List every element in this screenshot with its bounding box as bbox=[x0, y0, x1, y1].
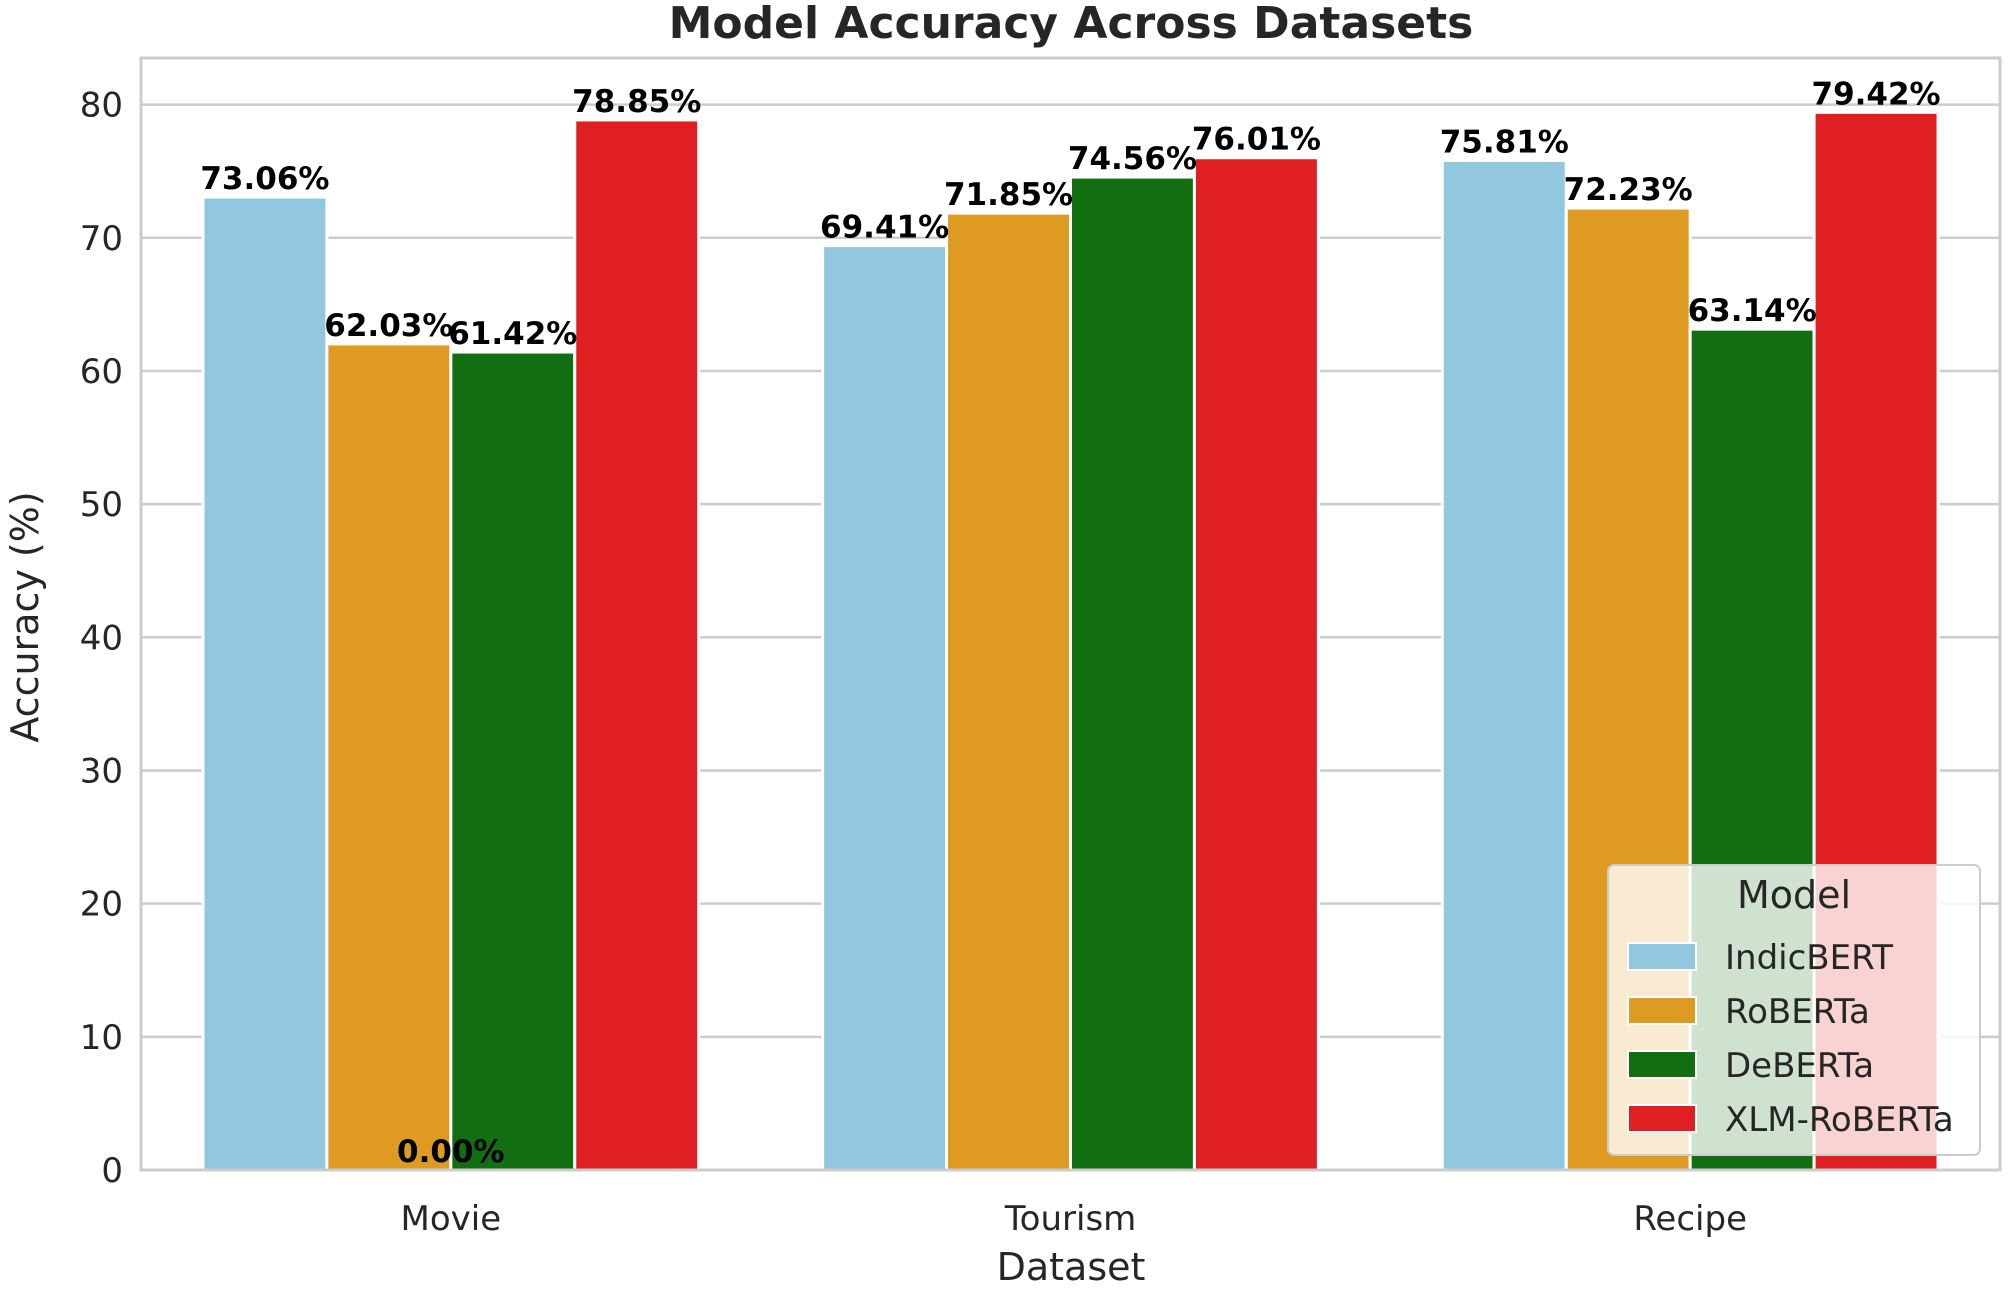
legend-swatch bbox=[1627, 996, 1697, 1025]
bar-value-label: 76.01% bbox=[1192, 122, 1321, 158]
y-tick-label: 70 bbox=[80, 219, 123, 259]
legend-title: Model bbox=[1737, 873, 1851, 917]
x-axis-label: Dataset bbox=[997, 1245, 1146, 1289]
bar-value-label: 72.23% bbox=[1564, 172, 1693, 208]
legend-box bbox=[1607, 864, 1981, 1156]
y-tick-label: 30 bbox=[80, 751, 123, 791]
legend-swatch bbox=[1627, 1104, 1697, 1133]
bar bbox=[821, 244, 949, 1172]
zero-annotation: 0.00% bbox=[397, 1134, 505, 1170]
bar-value-label: 79.42% bbox=[1812, 76, 1941, 112]
y-tick-label: 50 bbox=[80, 485, 123, 525]
legend-label: XLM-RoBERTa bbox=[1725, 1100, 1954, 1140]
bar bbox=[1192, 156, 1320, 1172]
y-axis-ticks: 0 10 20 30 40 50 60 70 80 bbox=[80, 86, 123, 1191]
bar-value-label: 63.14% bbox=[1688, 293, 1817, 329]
legend-label: IndicBERT bbox=[1725, 938, 1893, 978]
bar-value-label: 74.56% bbox=[1068, 141, 1197, 177]
bar bbox=[1440, 158, 1568, 1172]
bar-value-label: 75.81% bbox=[1440, 124, 1569, 160]
plot-frame bbox=[139, 56, 2002, 1172]
y-axis-label: Accuracy (%) bbox=[3, 491, 47, 742]
bar bbox=[449, 350, 577, 1172]
bars bbox=[201, 110, 1940, 1172]
legend-items: IndicBERT RoBERTa DeBERTa XLM-RoBERTa bbox=[1627, 938, 1954, 1140]
legend-swatch bbox=[1627, 1050, 1697, 1079]
x-axis-ticks: Movie Tourism Recipe bbox=[401, 1199, 1747, 1239]
data-labels: 73.06% 62.03%61.42% 78.85% 69.41%71.85%74.5… bbox=[200, 76, 1940, 1170]
bar bbox=[573, 118, 701, 1172]
bar bbox=[325, 342, 453, 1172]
y-tick-label: 10 bbox=[80, 1018, 123, 1058]
x-tick-label: Movie bbox=[401, 1199, 502, 1239]
y-tick-label: 60 bbox=[80, 352, 123, 392]
bar bbox=[201, 195, 329, 1172]
x-tick-label: Tourism bbox=[1004, 1199, 1137, 1239]
y-tick-label: 40 bbox=[80, 618, 123, 658]
y-tick-label: 80 bbox=[80, 86, 123, 126]
bar-value-label: 71.85% bbox=[944, 177, 1073, 213]
bar bbox=[945, 211, 1072, 1172]
x-tick-label: Recipe bbox=[1633, 1199, 1747, 1239]
y-tick-label: 20 bbox=[80, 885, 123, 925]
bar-value-label: 62.03% bbox=[324, 308, 453, 344]
chart-title: Model Accuracy Across Datasets bbox=[669, 0, 1474, 49]
legend-swatch bbox=[1627, 942, 1697, 971]
legend-label: DeBERTa bbox=[1725, 1046, 1874, 1086]
legend-label: RoBERTa bbox=[1725, 992, 1870, 1032]
bar-value-label: 69.41% bbox=[820, 210, 949, 246]
y-tick-label: 0 bbox=[101, 1151, 123, 1191]
bar-value-label: 61.42% bbox=[448, 316, 577, 352]
bar-value-label: 73.06% bbox=[200, 161, 329, 197]
legend: Model IndicBERT RoBERTa DeBERTa XLM-RoBERTa bbox=[1607, 864, 1981, 1156]
bar-value-label: 78.85% bbox=[572, 84, 701, 120]
bar bbox=[1069, 175, 1196, 1172]
